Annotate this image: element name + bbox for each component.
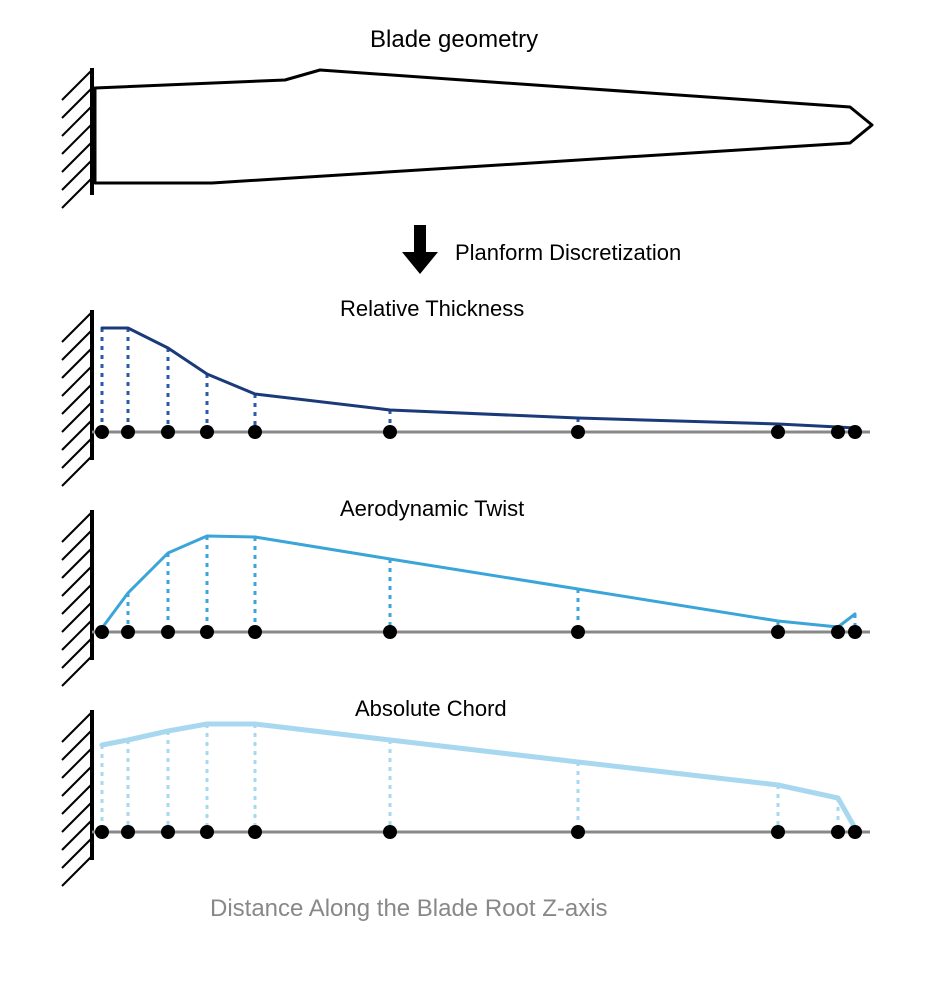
- aero-twist-label: Aerodynamic Twist: [340, 496, 524, 522]
- relative-thickness-label: Relative Thickness: [340, 296, 524, 322]
- discretization-label: Planform Discretization: [455, 240, 681, 266]
- diagram-svg: [0, 0, 934, 982]
- absolute-chord-label: Absolute Chord: [355, 696, 507, 722]
- x-axis-label: Distance Along the Blade Root Z-axis: [210, 895, 608, 923]
- blade-geometry-title: Blade geometry: [370, 26, 538, 54]
